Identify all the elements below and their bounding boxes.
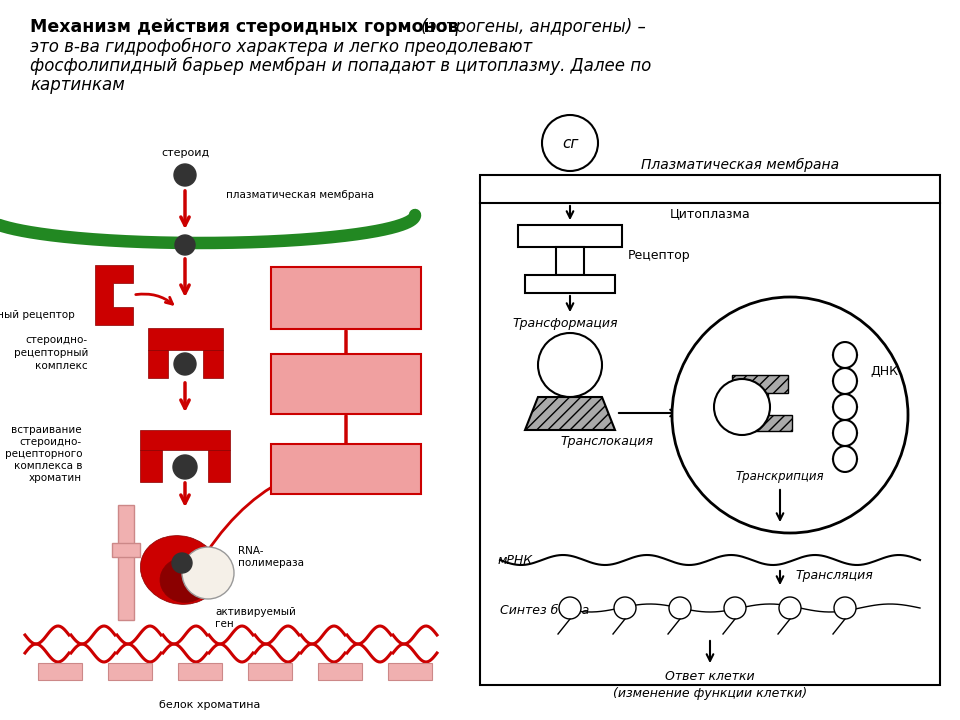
Bar (728, 415, 792, 431)
Bar (388, 663, 432, 680)
Text: картинкам: картинкам (30, 76, 125, 94)
Bar (118, 505, 134, 620)
FancyBboxPatch shape (271, 444, 421, 494)
Text: плазматическая мембрана: плазматическая мембрана (226, 190, 374, 200)
Text: стероид: стероид (161, 148, 209, 158)
Text: стероидный рецептор: стероидный рецептор (0, 310, 75, 320)
Text: Транскрипция: Транскрипция (735, 470, 825, 483)
Polygon shape (525, 397, 615, 430)
Text: активируемый
ген: активируемый ген (215, 607, 296, 629)
Text: стероидно-: стероидно- (26, 335, 88, 345)
Text: Цитоплазма: Цитоплазма (670, 207, 751, 220)
Circle shape (542, 115, 598, 171)
Text: Ответ клетки: Ответ клетки (665, 670, 755, 683)
Text: рецепторного: рецепторного (5, 449, 82, 459)
Text: Механизм действия стероидных гормонов: Механизм действия стероидных гормонов (30, 18, 459, 36)
Circle shape (834, 597, 856, 619)
Polygon shape (95, 265, 133, 325)
Text: хроматин: хроматин (29, 473, 82, 483)
Bar (248, 663, 292, 680)
Bar (732, 375, 788, 393)
Text: рецепторный: рецепторный (13, 348, 88, 358)
Text: "новые"
полипептиды: "новые" полипептиды (296, 369, 396, 399)
FancyBboxPatch shape (271, 354, 421, 414)
Circle shape (779, 597, 801, 619)
Bar (318, 663, 362, 680)
Text: Транслокация: Транслокация (560, 435, 653, 448)
Text: Плазматическая мембрана: Плазматическая мембрана (641, 158, 839, 172)
Bar (38, 663, 82, 680)
Text: RNA-
полимераза: RNA- полимераза (238, 546, 304, 568)
Circle shape (175, 235, 195, 255)
Text: встраивание: встраивание (12, 425, 82, 435)
Text: мРНК: мРНК (498, 554, 533, 567)
Circle shape (538, 333, 602, 397)
Text: комплекс: комплекс (36, 361, 88, 371)
Circle shape (724, 597, 746, 619)
Text: КЛЕТОЧНЫЙ
ОТВЕТ: КЛЕТОЧНЫЙ ОТВЕТ (290, 282, 402, 314)
Text: комплекса в: комплекса в (13, 461, 82, 471)
Text: Рецептор: Рецептор (628, 248, 690, 261)
Bar (518, 225, 622, 247)
Ellipse shape (140, 536, 220, 604)
Text: "новые" mRNA: "новые" mRNA (293, 462, 398, 476)
Circle shape (559, 597, 581, 619)
Text: ДНК: ДНК (870, 365, 898, 378)
Circle shape (172, 553, 192, 573)
Bar (148, 350, 168, 378)
Text: стероидно-: стероидно- (20, 437, 82, 447)
Text: Трансформация: Трансформация (512, 317, 617, 330)
Bar (480, 175, 940, 685)
Bar (203, 350, 223, 378)
Circle shape (672, 297, 908, 533)
Ellipse shape (160, 557, 210, 603)
Text: сг: сг (562, 135, 578, 150)
Circle shape (614, 597, 636, 619)
Bar (140, 450, 162, 482)
Bar (148, 328, 223, 350)
Bar (140, 430, 230, 450)
Text: (эстрогены, андрогены) –: (эстрогены, андрогены) – (400, 18, 646, 36)
Bar (178, 663, 222, 680)
Text: белок хроматина: белок хроматина (159, 700, 261, 710)
Text: (изменение функции клетки): (изменение функции клетки) (612, 687, 807, 700)
Bar (752, 393, 768, 415)
Text: Трансляция: Трансляция (795, 569, 873, 582)
Bar (525, 275, 615, 293)
Bar (556, 247, 584, 275)
Circle shape (174, 164, 196, 186)
Circle shape (182, 547, 234, 599)
Bar (108, 663, 152, 680)
Bar (208, 450, 230, 482)
Text: Синтез белка: Синтез белка (500, 603, 589, 616)
Circle shape (174, 353, 196, 375)
Text: фосфолипидный барьер мембран и попадают в цитоплазму. Далее по: фосфолипидный барьер мембран и попадают … (30, 57, 651, 75)
Text: это в-ва гидрофобного характера и легко преодолевают: это в-ва гидрофобного характера и легко … (30, 38, 532, 56)
Circle shape (669, 597, 691, 619)
FancyBboxPatch shape (271, 267, 421, 329)
Circle shape (714, 379, 770, 435)
Circle shape (173, 455, 197, 479)
Bar (112, 543, 140, 557)
